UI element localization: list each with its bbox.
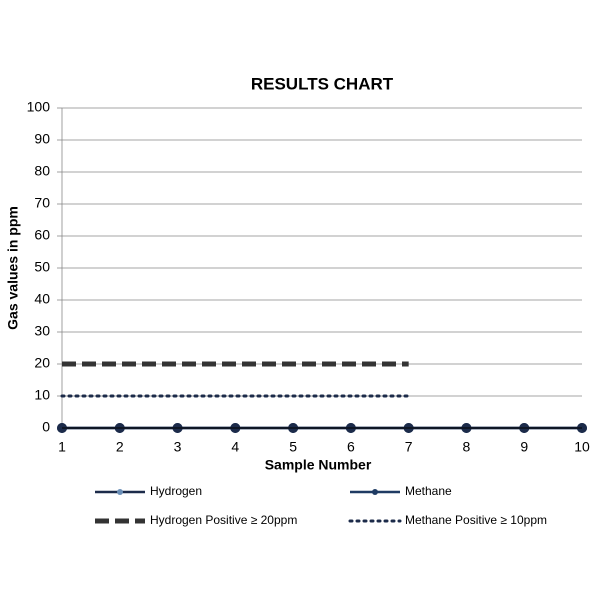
x-tick-label: 3 (174, 439, 182, 455)
y-axis-label: Gas values in ppm (5, 206, 21, 330)
x-tick-label: 9 (520, 439, 528, 455)
legend-marker (372, 489, 378, 495)
legend-marker (117, 489, 123, 495)
y-tick-label: 50 (34, 259, 50, 275)
x-tick-label: 1 (58, 439, 66, 455)
y-tick-label: 80 (34, 163, 50, 179)
legend-label: Methane Positive ≥ 10ppm (405, 513, 547, 527)
y-tick-label: 40 (34, 291, 50, 307)
x-tick-label: 6 (347, 439, 355, 455)
y-tick-label: 70 (34, 195, 50, 211)
legend-label: Hydrogen (150, 484, 202, 498)
legend-label: Methane (405, 484, 452, 498)
y-tick-label: 90 (34, 131, 50, 147)
x-tick-label: 2 (116, 439, 124, 455)
y-tick-label: 20 (34, 355, 50, 371)
x-tick-label: 5 (289, 439, 297, 455)
x-tick-label: 4 (231, 439, 239, 455)
y-tick-label: 10 (34, 387, 50, 403)
y-tick-label: 60 (34, 227, 50, 243)
y-tick-label: 0 (42, 419, 50, 435)
legend-label: Hydrogen Positive ≥ 20ppm (150, 513, 297, 527)
y-tick-label: 100 (27, 99, 51, 115)
x-tick-label: 8 (463, 439, 471, 455)
x-tick-label: 7 (405, 439, 413, 455)
x-tick-label: 10 (574, 439, 590, 455)
x-axis-label: Sample Number (265, 457, 372, 473)
chart-title: RESULTS CHART (251, 74, 394, 93)
y-tick-label: 30 (34, 323, 50, 339)
